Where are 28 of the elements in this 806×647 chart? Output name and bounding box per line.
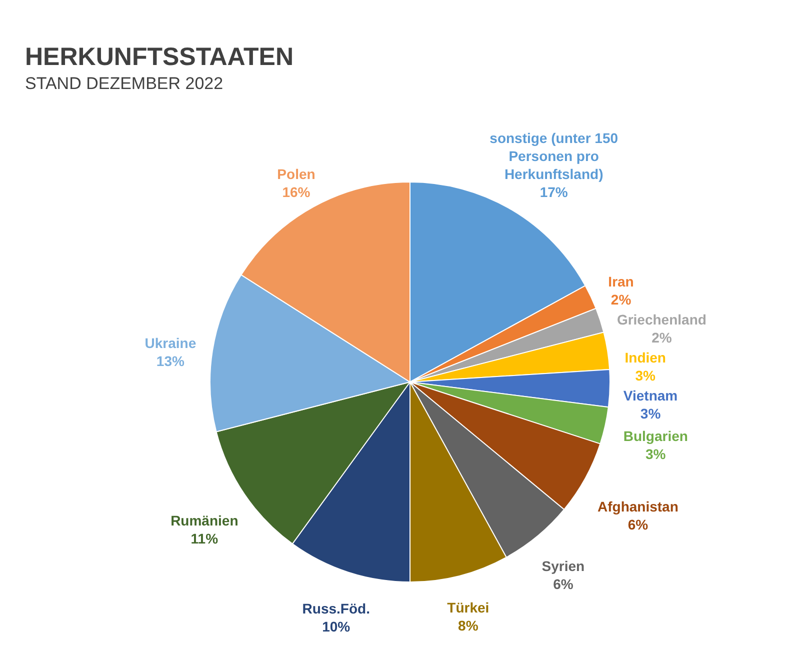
slice-label: Indien xyxy=(624,350,666,366)
slice-label: Türkei xyxy=(447,600,490,616)
slice-label: Polen xyxy=(277,166,316,182)
data-label: 11% xyxy=(190,530,219,547)
slice-label: Iran xyxy=(608,274,634,290)
slice-label: Bulgarien xyxy=(623,428,688,444)
slice-label: Ukraine xyxy=(144,335,196,352)
slice-label: Afghanistan xyxy=(598,498,678,514)
data-label: 10% xyxy=(322,618,351,634)
slice-label: Griechenland xyxy=(616,312,706,328)
slice-label: Syrien xyxy=(542,558,585,574)
data-label: 3% xyxy=(646,446,666,462)
data-label: 13% xyxy=(156,353,185,370)
data-label: 6% xyxy=(553,576,574,592)
data-label: 17% xyxy=(540,184,568,200)
data-label: 2% xyxy=(652,330,672,346)
slice-label: sonstige (unter 150 Personen pro Herkunftsland) xyxy=(490,130,618,182)
slice-label: Russ.Föd. xyxy=(302,600,370,616)
chart-title: HERKUNFTSSTAATEN xyxy=(25,43,294,71)
slice-label: Rumänien xyxy=(170,512,238,529)
data-label: 16% xyxy=(282,184,311,200)
data-label: 3% xyxy=(640,406,662,422)
data-label: 6% xyxy=(628,516,649,532)
data-label: 3% xyxy=(635,368,656,384)
data-label: 2% xyxy=(610,292,632,308)
chart-subtitle: STAND DEZEMBER 2022 xyxy=(25,74,224,93)
slice-label: Vietnam xyxy=(623,388,678,404)
data-label: 8% xyxy=(458,618,479,634)
